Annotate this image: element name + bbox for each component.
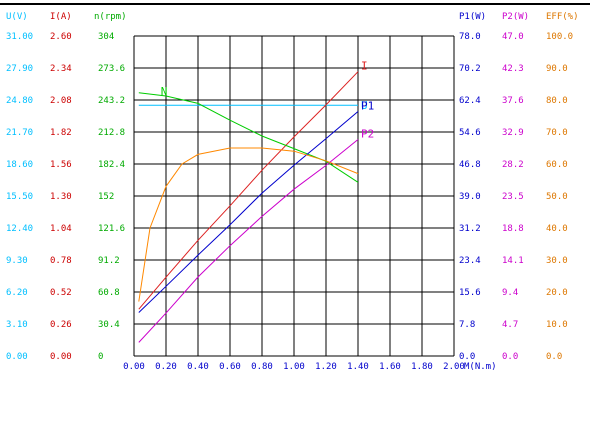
x-tick-label: 0.60 (219, 362, 241, 372)
y-tick-label-p2: 18.8 (502, 224, 524, 234)
y-tick-label-i: 0.78 (50, 256, 72, 266)
y-tick-label-eff: 0.0 (546, 352, 562, 362)
y-tick-label-u: 3.10 (6, 320, 28, 330)
y-tick-label-p2: 42.3 (502, 64, 524, 74)
series-label-p2: P2 (361, 127, 374, 140)
x-axis: 0.00 0.20 0.40 0.60 0.80 1.00 1.20 1.40 1.60 1.80… (123, 362, 496, 372)
y-tick-label-n: 212.8 (98, 128, 125, 138)
y-tick-label-p1: 31.2 (459, 224, 481, 234)
y-tick-label-p1: 46.8 (459, 160, 481, 170)
y-tick-label-p1: 23.4 (459, 256, 481, 266)
y-tick-label-p1: 7.8 (459, 320, 475, 330)
y-tick-label-n: 0 (98, 352, 103, 362)
y-tick-label-p2: 0.0 (502, 352, 518, 362)
y-tick-label-i: 2.34 (50, 64, 72, 74)
y-tick-label-u: 9.30 (6, 256, 28, 266)
y-tick-label-i: 1.04 (50, 224, 72, 234)
series-line-eff (138, 147, 359, 302)
y-tick-label-u: 6.20 (6, 288, 28, 298)
y-tick-label-p1: 70.2 (459, 64, 481, 74)
y-tick-label-u: 15.50 (6, 192, 33, 202)
series-label-i: I (361, 60, 368, 73)
y-tick-label-i: 0.26 (50, 320, 72, 330)
y-tick-label-n: 182.4 (98, 160, 125, 170)
y-tick-label-p1: 54.6 (459, 128, 481, 138)
axis-header-u: U(V) (6, 12, 28, 22)
y-tick-label-eff: 60.0 (546, 160, 568, 170)
y-tick-label-n: 121.6 (98, 224, 125, 234)
axis-header-p1: P1(W) (459, 12, 486, 22)
series-line-p1 (138, 111, 359, 313)
y-tick-label-p2: 32.9 (502, 128, 524, 138)
y-tick-label-p2: 23.5 (502, 192, 524, 202)
series-label-p1: P1 (361, 99, 374, 112)
y-tick-label-p1: 15.6 (459, 288, 481, 298)
x-tick-label: 1.20 (315, 362, 337, 372)
y-tick-label-n: 243.2 (98, 96, 125, 106)
y-tick-label-eff: 10.0 (546, 320, 568, 330)
y-tick-label-u: 18.60 (6, 160, 33, 170)
y-tick-label-p2: 14.1 (502, 256, 524, 266)
x-tick-label: 1.00 (283, 362, 305, 372)
series-label-u: U (361, 99, 368, 112)
series-label-n: N (161, 85, 168, 98)
y-tick-label-u: 21.70 (6, 128, 33, 138)
y-tick-label-i: 1.82 (50, 128, 72, 138)
x-tick-label: 0.40 (187, 362, 209, 372)
y-tick-label-n: 30.4 (98, 320, 120, 330)
y-tick-label-i: 2.60 (50, 32, 72, 42)
y-tick-label-n: 304 (98, 32, 114, 42)
series-labels: U I N P1 P2 (161, 60, 374, 141)
y-tick-label-eff: 30.0 (546, 256, 568, 266)
y-tick-label-p1: 78.0 (459, 32, 481, 42)
plot-grid (133, 35, 455, 357)
y-tick-label-p1: 39.0 (459, 192, 481, 202)
y-tick-label-p2: 37.6 (502, 96, 524, 106)
y-tick-label-p2: 47.0 (502, 32, 524, 42)
y-tick-label-eff: 70.0 (546, 128, 568, 138)
y-tick-label-n: 91.2 (98, 256, 120, 266)
y-tick-label-eff: 20.0 (546, 288, 568, 298)
x-tick-label: 0.20 (155, 362, 177, 372)
y-tick-label-eff: 50.0 (546, 192, 568, 202)
series-line-i (138, 71, 359, 310)
y-tick-label-p2: 28.2 (502, 160, 524, 170)
y-tick-label-u: 31.00 (6, 32, 33, 42)
series-lines (138, 71, 359, 343)
y-tick-label-u: 27.90 (6, 64, 33, 74)
series-line-p2 (138, 139, 359, 343)
x-tick-label: 1.60 (379, 362, 401, 372)
y-tick-label-n: 152 (98, 192, 114, 202)
y-tick-label-u: 0.00 (6, 352, 28, 362)
axis-header-n: n(rpm) (94, 12, 127, 22)
x-axis-title: M(N.m) (464, 362, 497, 372)
axis-header-p2: P2(W) (502, 12, 529, 22)
x-tick-label: 0.00 (123, 362, 145, 372)
y-tick-label-eff: 90.0 (546, 64, 568, 74)
x-tick-label: 2.00 (443, 362, 465, 372)
y-tick-label-i: 0.52 (50, 288, 72, 298)
axis-header-i: I(A) (50, 12, 72, 22)
y-tick-label-u: 24.80 (6, 96, 33, 106)
y-tick-label-i: 1.30 (50, 192, 72, 202)
y-tick-label-n: 60.8 (98, 288, 120, 298)
y-tick-label-eff: 40.0 (546, 224, 568, 234)
x-tick-label: 1.40 (347, 362, 369, 372)
y-tick-label-n: 273.6 (98, 64, 125, 74)
y-tick-label-eff: 80.0 (546, 96, 568, 106)
y-axis-scales: U(V)0.003.106.209.3012.4015.5018.6021.70… (6, 12, 579, 362)
x-tick-label: 0.80 (251, 362, 273, 372)
y-tick-label-i: 2.08 (50, 96, 72, 106)
y-tick-label-u: 12.40 (6, 224, 33, 234)
y-tick-label-p1: 0.0 (459, 352, 475, 362)
y-tick-label-eff: 100.0 (546, 32, 573, 42)
y-tick-label-i: 1.56 (50, 160, 72, 170)
axis-header-eff: EFF(%) (546, 12, 579, 22)
x-tick-label: 1.80 (411, 362, 433, 372)
y-tick-label-p1: 62.4 (459, 96, 481, 106)
y-tick-label-p2: 9.4 (502, 288, 518, 298)
y-tick-label-i: 0.00 (50, 352, 72, 362)
y-tick-label-p2: 4.7 (502, 320, 518, 330)
